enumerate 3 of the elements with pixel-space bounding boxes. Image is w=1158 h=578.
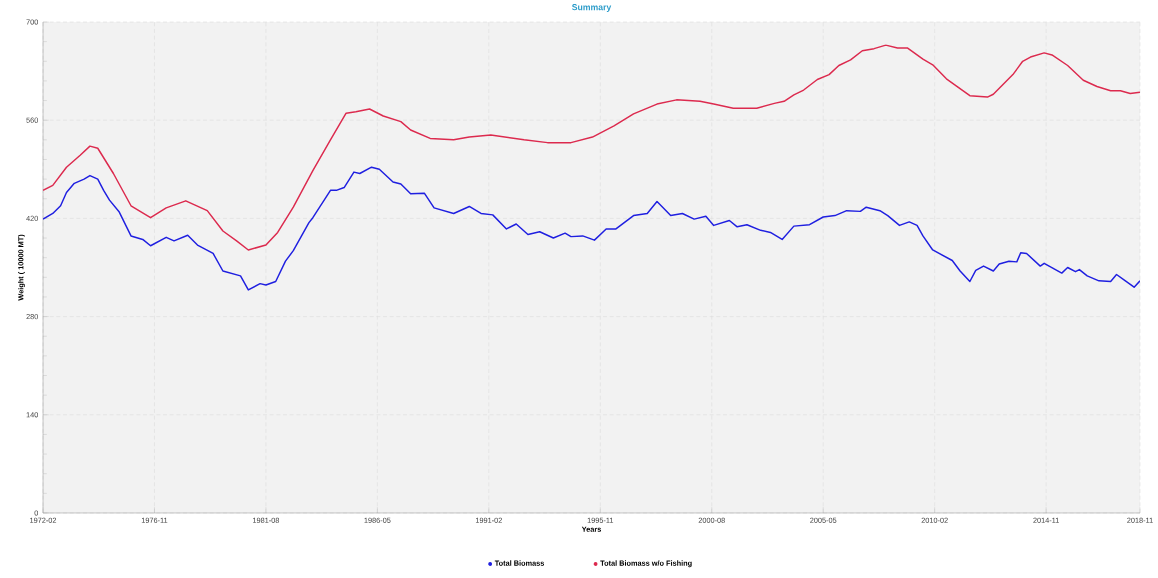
line-series [43,166,1140,291]
line-series [43,44,1140,251]
chart-title: Summary [572,4,612,12]
